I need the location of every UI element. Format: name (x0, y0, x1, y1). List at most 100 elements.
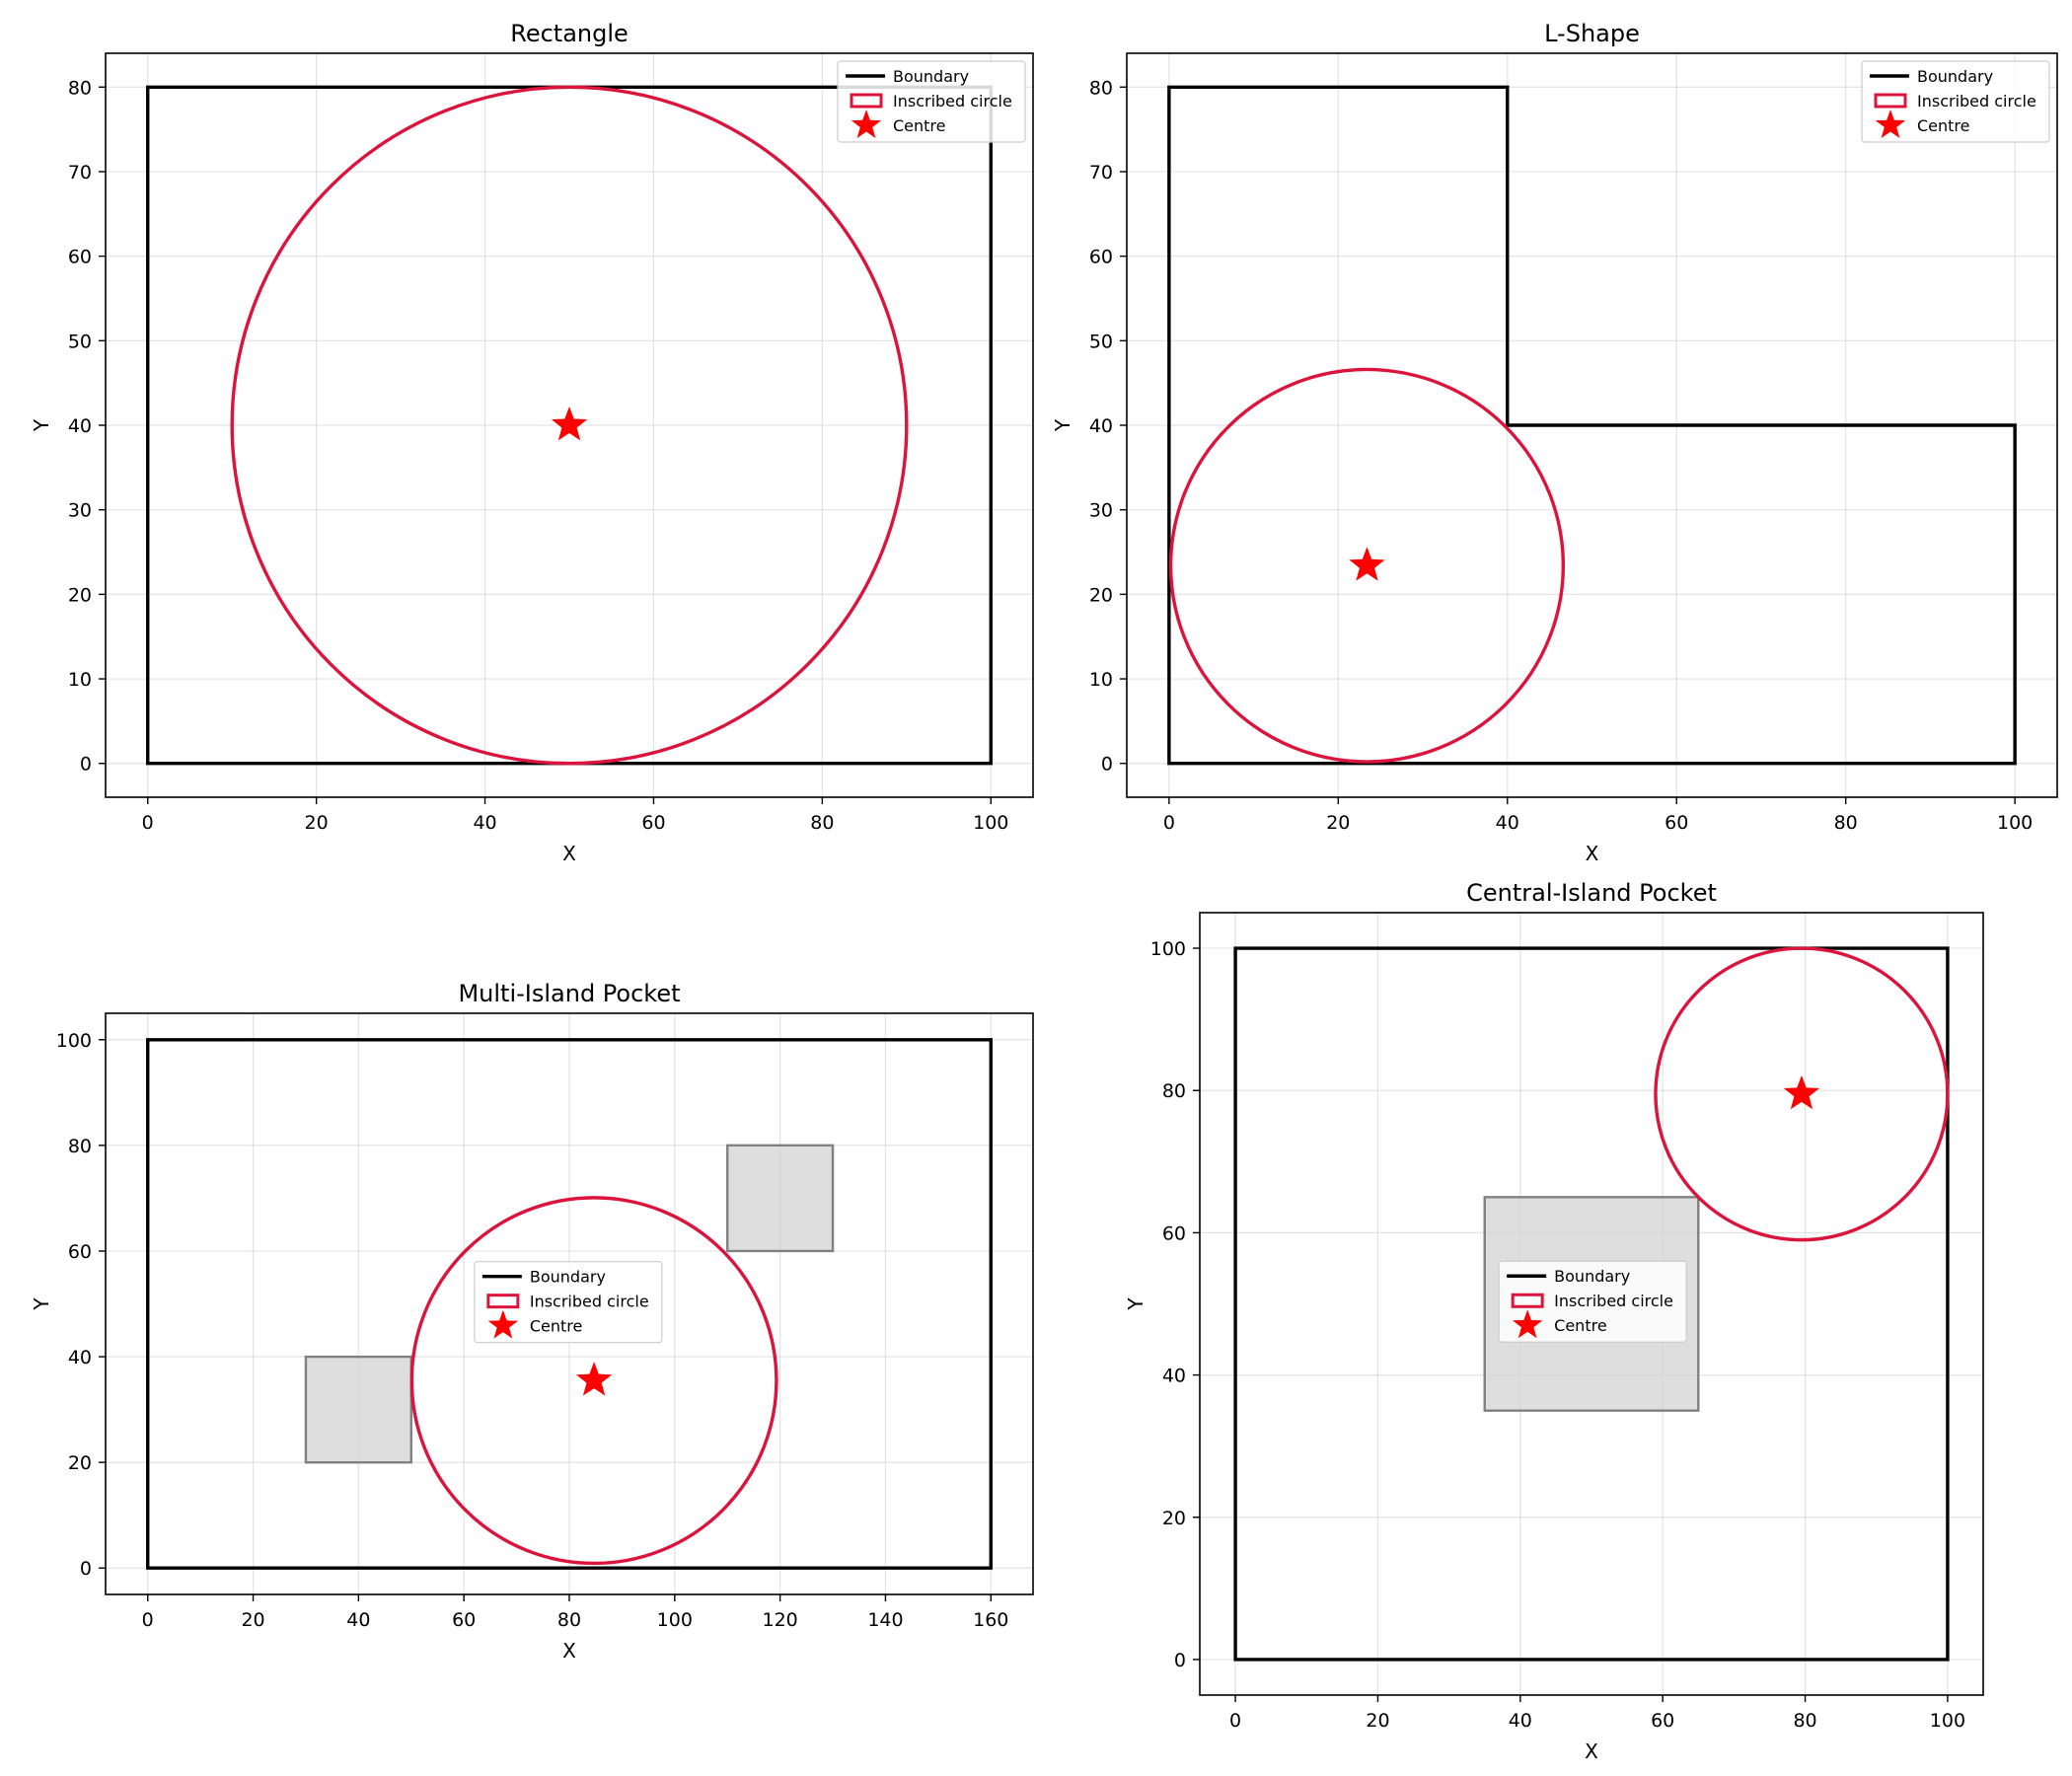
y-tick-label: 60 (68, 247, 92, 268)
legend: Boundary Inscribed circle Centre (474, 1261, 663, 1344)
legend-entry: Centre (1917, 116, 1970, 135)
legend-entry: Inscribed circle (1554, 1292, 1673, 1310)
x-tick-label: 100 (1997, 812, 2033, 834)
x-tick-label: 20 (241, 1609, 264, 1631)
x-tick-label: 80 (810, 812, 834, 834)
chart-panel-4: 0 20 40 60 80 100 0 20 40 60 80 100 Central-Island P… (1124, 879, 1984, 1763)
y-tick-label: 70 (68, 162, 92, 184)
x-tick-label: 40 (1496, 812, 1519, 834)
chart-panel-3: 0 20 40 60 80 100 120 140 160 0 20 40 60 80 100 Multi-I… (30, 980, 1034, 1663)
y-tick-label: 60 (1162, 1222, 1186, 1244)
y-tick-label: 10 (68, 669, 92, 691)
legend-entry: Inscribed circle (530, 1293, 649, 1311)
chart-title: Central-Island Pocket (1466, 879, 1717, 907)
x-axis-label: X (1586, 842, 1599, 865)
legend-entry: Boundary (530, 1268, 606, 1287)
x-tick-label: 60 (452, 1609, 476, 1631)
chart-panel-2: 0 20 40 60 80 100 0 10 20 30 40 50 60 70 80 L-Shape X Y Bo… (1051, 20, 2058, 865)
y-tick-label: 0 (80, 754, 92, 776)
y-tick-label: 0 (80, 1558, 92, 1580)
y-tick-label: 100 (56, 1030, 92, 1052)
y-tick-label: 80 (1162, 1080, 1186, 1102)
x-tick-label: 20 (305, 812, 329, 834)
legend-frame (474, 1261, 663, 1344)
chart-panel-1: 0 20 40 60 80 100 0 10 20 30 40 50 60 70 80 Rectangle X Y… (30, 20, 1034, 865)
x-tick-label: 40 (1509, 1710, 1532, 1732)
y-tick-label: 80 (68, 1136, 92, 1157)
chart-title: L-Shape (1544, 20, 1640, 47)
legend-entry: Boundary (893, 67, 969, 86)
x-tick-label: 20 (1366, 1710, 1389, 1732)
inscribed-circle (230, 85, 909, 766)
y-tick-label: 10 (1089, 669, 1113, 691)
y-tick-label: 0 (1174, 1650, 1186, 1671)
y-axis-label: Y (30, 1297, 53, 1311)
x-axis-label: X (562, 1639, 576, 1663)
x-tick-label: 80 (1834, 812, 1858, 834)
inscribed-circle (1168, 367, 1566, 764)
y-tick-label: 50 (1089, 331, 1113, 352)
y-tick-label: 50 (68, 331, 92, 352)
x-tick-label: 80 (557, 1609, 581, 1631)
y-tick-label: 40 (1089, 415, 1113, 437)
legend-centre-swatch (487, 1309, 519, 1339)
legend-frame (837, 60, 1026, 143)
legend: Boundary Inscribed circle Centre (837, 60, 1026, 143)
x-tick-label: 80 (1793, 1710, 1816, 1732)
x-axis-label: X (1585, 1739, 1598, 1763)
y-axis-label: Y (30, 418, 53, 432)
axes-frame (1199, 912, 1984, 1696)
inscribed-circle (1654, 946, 1950, 1242)
x-tick-label: 60 (641, 812, 665, 834)
x-tick-label: 100 (973, 812, 1008, 834)
x-tick-label: 0 (1229, 1710, 1241, 1732)
y-tick-label: 20 (1162, 1508, 1186, 1529)
x-axis-label: X (562, 842, 576, 865)
legend-entry: Centre (1554, 1316, 1607, 1335)
y-tick-label: 80 (1089, 77, 1113, 99)
y-tick-label: 40 (68, 415, 92, 437)
legend-centre-swatch (1875, 110, 1906, 138)
legend-entry: Inscribed circle (893, 92, 1012, 111)
legend-entry: Centre (530, 1317, 583, 1336)
boundary-polygon (1233, 946, 1950, 1662)
centre-marker (576, 1362, 613, 1396)
x-tick-label: 0 (142, 812, 154, 834)
x-tick-label: 60 (1651, 1710, 1674, 1732)
x-tick-label: 140 (867, 1609, 903, 1631)
centre-marker (1783, 1074, 1820, 1110)
y-axis-label: Y (1051, 418, 1074, 432)
island (726, 1144, 835, 1253)
y-axis-label: Y (1124, 1297, 1147, 1311)
y-tick-label: 60 (68, 1241, 92, 1263)
legend-frame (1861, 60, 2050, 143)
y-tick-label: 70 (1089, 162, 1113, 184)
chart-title: Multi-Island Pocket (458, 980, 680, 1007)
boundary-polygon (146, 1038, 993, 1570)
x-tick-label: 40 (473, 812, 496, 834)
y-tick-label: 0 (1101, 754, 1113, 776)
legend-circle-swatch (1874, 93, 1907, 109)
legend-circle-swatch (1511, 1293, 1544, 1308)
y-tick-label: 30 (1089, 500, 1113, 522)
y-tick-label: 30 (68, 500, 92, 522)
x-tick-label: 20 (1326, 812, 1350, 834)
x-tick-label: 100 (1930, 1710, 1965, 1732)
x-tick-label: 120 (763, 1609, 798, 1631)
legend: Boundary Inscribed circle Centre (1861, 60, 2050, 143)
legend-entry: Centre (893, 116, 946, 135)
x-tick-label: 40 (346, 1609, 370, 1631)
x-tick-label: 100 (657, 1609, 693, 1631)
y-tick-label: 20 (1089, 584, 1113, 606)
y-tick-label: 60 (1089, 247, 1113, 268)
centre-marker (551, 407, 588, 441)
y-tick-label: 100 (1150, 938, 1186, 960)
x-tick-label: 0 (142, 1609, 154, 1631)
legend-circle-swatch (850, 93, 883, 109)
chart-title: Rectangle (510, 20, 629, 47)
inscribed-circle (409, 1196, 778, 1566)
legend-circle-swatch (486, 1294, 520, 1309)
legend-entry: Boundary (1917, 67, 1993, 86)
y-tick-label: 20 (68, 1452, 92, 1474)
